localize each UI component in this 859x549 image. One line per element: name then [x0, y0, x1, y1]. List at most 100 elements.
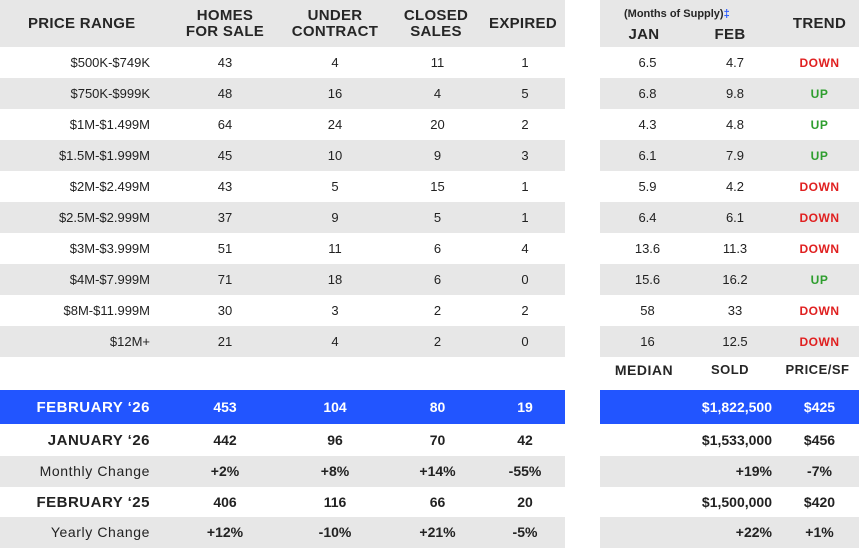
summary-contract: 116	[323, 494, 347, 510]
trend-badge: DOWN	[799, 334, 840, 349]
median-sold: $1,822,500	[701, 399, 772, 415]
trend-badge: DOWN	[799, 210, 840, 225]
feb-supply-cell: 7.9	[725, 148, 745, 163]
median-price-sf: +1%	[805, 524, 834, 540]
under-contract-cell: 4	[331, 55, 339, 70]
under-contract-cell: 24	[327, 117, 343, 132]
supply-row: 15.6 16.2 UP	[600, 264, 859, 295]
homes-for-sale-cell: 45	[217, 148, 233, 163]
homes-for-sale-cell: 51	[217, 241, 233, 256]
median-price-sf: $420	[803, 494, 836, 510]
trend-badge: DOWN	[799, 241, 840, 256]
footnote-mark: ‡	[723, 8, 730, 20]
header-months-of-supply: (Months of Supply)‡	[624, 8, 730, 20]
trend-badge: UP	[810, 117, 829, 132]
table-row: $1.5M-$1.999M 45 10 9 3	[0, 140, 565, 171]
summary-expired: 42	[517, 432, 533, 448]
supply-header: (Months of Supply)‡ JAN FEB TREND	[600, 0, 859, 47]
median-sold: $1,500,000	[701, 494, 772, 510]
closed-sales-cell: 5	[433, 210, 442, 225]
homes-for-sale-cell: 71	[217, 272, 233, 287]
summary-closed: 70	[429, 432, 446, 448]
median-row-feb25: $1,500,000 $420	[600, 487, 859, 518]
price-range-cell: $2M-$2.499M	[69, 179, 150, 194]
table-row: $12M+ 21 4 2 0	[0, 326, 565, 357]
price-range-cell: $12M+	[109, 334, 150, 349]
inventory-table: PRICE RANGE HOMES FOR SALE UNDER CONTRAC…	[0, 0, 565, 357]
homes-for-sale-cell: 43	[217, 179, 233, 194]
price-range-cell: $750K-$999K	[70, 86, 150, 101]
summary-contract: 104	[323, 399, 347, 415]
summary-label: JANUARY ‘26	[47, 432, 150, 449]
under-contract-cell: 18	[327, 272, 343, 287]
expired-cell: 5	[521, 86, 529, 101]
header-jan: JAN	[628, 26, 660, 43]
supply-row: 6.1 7.9 UP	[600, 140, 859, 171]
median-price-sf: $456	[803, 432, 836, 448]
header-median: MEDIAN	[614, 362, 674, 378]
summary-label: FEBRUARY ‘25	[36, 494, 150, 511]
price-range-cell: $2.5M-$2.999M	[58, 210, 150, 225]
trend-badge: DOWN	[799, 303, 840, 318]
feb-supply-cell: 12.5	[722, 334, 748, 349]
table-row: $2M-$2.499M 43 5 15 1	[0, 171, 565, 202]
summary-expired: -5%	[512, 524, 538, 540]
homes-for-sale-cell: 37	[217, 210, 233, 225]
under-contract-cell: 10	[327, 148, 343, 163]
median-sold: $1,533,000	[701, 432, 772, 448]
supply-row: 4.3 4.8 UP	[600, 109, 859, 140]
jan-supply-cell: 6.1	[638, 148, 657, 163]
jan-supply-cell: 6.5	[638, 55, 657, 70]
summary-homes: 453	[213, 399, 237, 415]
homes-for-sale-cell: 21	[217, 334, 233, 349]
homes-for-sale-cell: 48	[217, 86, 233, 101]
summary-row-monthly: Monthly Change +2% +8% +14% -55%	[0, 456, 565, 487]
header-feb: FEB	[714, 26, 746, 43]
table-row: $750K-$999K 48 16 4 5	[0, 78, 565, 109]
summary-closed: 66	[429, 494, 446, 510]
trend-badge: DOWN	[799, 179, 840, 194]
under-contract-cell: 9	[331, 210, 339, 225]
jan-supply-cell: 4.3	[638, 117, 657, 132]
table-row: $4M-$7.999M 71 18 6 0	[0, 264, 565, 295]
summary-homes: +12%	[206, 524, 244, 540]
summary-contract: -10%	[318, 524, 352, 540]
feb-supply-cell: 16.2	[722, 272, 748, 287]
expired-cell: 0	[521, 272, 529, 287]
summary-label: Monthly Change	[39, 463, 150, 479]
header-price-sf: PRICE/SF	[785, 362, 850, 377]
supply-row: 5.9 4.2 DOWN	[600, 171, 859, 202]
summary-closed: +14%	[419, 463, 456, 479]
under-contract-cell: 4	[331, 334, 339, 349]
jan-supply-cell: 13.6	[634, 241, 661, 256]
feb-supply-cell: 4.2	[725, 179, 745, 194]
homes-for-sale-cell: 64	[217, 117, 233, 132]
supply-row: 16 12.5 DOWN	[600, 326, 859, 357]
under-contract-cell: 5	[331, 179, 339, 194]
header-sold: SOLD	[710, 362, 750, 377]
summary-label: Yearly Change	[50, 524, 150, 540]
summary-row-yearly: Yearly Change +12% -10% +21% -5%	[0, 517, 565, 548]
price-range-cell: $8M-$11.999M	[63, 303, 150, 318]
closed-sales-cell: 2	[433, 303, 442, 318]
median-row-yearly: +22% +1%	[600, 517, 859, 548]
summary-closed: 80	[429, 399, 446, 415]
header-homes-for-sale: HOMES FOR SALE	[185, 7, 265, 40]
header-closed-sales: CLOSED SALES	[403, 7, 469, 40]
jan-supply-cell: 16	[640, 334, 655, 349]
under-contract-cell: 11	[328, 241, 342, 256]
closed-sales-cell: 9	[433, 148, 442, 163]
expired-cell: 1	[521, 55, 529, 70]
header-price-range: PRICE RANGE	[28, 15, 136, 32]
closed-sales-cell: 11	[430, 55, 445, 70]
trend-badge: UP	[810, 86, 829, 101]
summary-contract: 96	[327, 432, 343, 448]
jan-supply-cell: 5.9	[638, 179, 657, 194]
expired-cell: 1	[521, 179, 529, 194]
trend-badge: UP	[810, 148, 829, 163]
feb-supply-cell: 4.7	[725, 55, 745, 70]
closed-sales-cell: 2	[433, 334, 442, 349]
jan-supply-cell: 6.4	[638, 210, 657, 225]
price-range-cell: $4M-$7.999M	[69, 272, 150, 287]
supply-row: 6.8 9.8 UP	[600, 78, 859, 109]
